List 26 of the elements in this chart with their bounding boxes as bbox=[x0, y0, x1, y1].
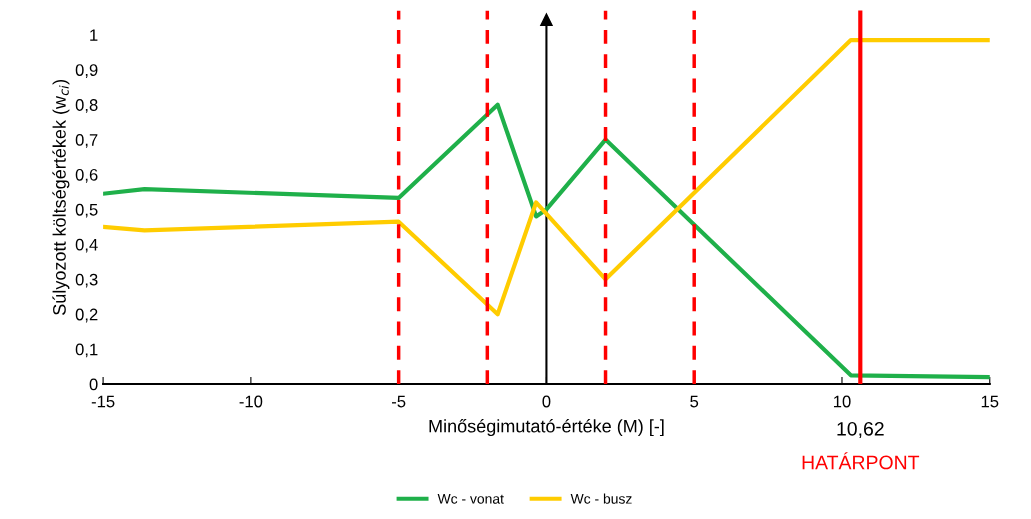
y-tick-label: 0 bbox=[89, 378, 98, 391]
y-tick-label: 0,5 bbox=[75, 203, 98, 218]
y-tick-label: 0,8 bbox=[75, 99, 98, 113]
y-axis-title: Súlyozott költségértékek (w$_{ci}$) bbox=[52, 79, 70, 315]
x-tick-label: 0 bbox=[542, 395, 551, 408]
y-tick-label: 0,2 bbox=[75, 308, 98, 323]
x-axis-title: Minőségimutató-értéke (M) [-] bbox=[429, 419, 664, 437]
text: 10,62 bbox=[837, 421, 884, 439]
y-tick-label: 0,9 bbox=[75, 64, 98, 78]
y-tick-label: 0,4 bbox=[75, 238, 98, 253]
legend-label: Wc - vonat bbox=[437, 494, 504, 504]
x-tick-label: 15 bbox=[981, 395, 999, 408]
x-tick-label: 10 bbox=[833, 395, 851, 408]
y-tick-label: 1 bbox=[90, 29, 98, 41]
x-tick-label: -15 bbox=[91, 395, 115, 408]
line-series bbox=[103, 37, 990, 317]
ref-line-label: HATÁRPONT bbox=[802, 452, 920, 470]
y-tick-label: 0,6 bbox=[75, 168, 98, 183]
y-tick-label: 0,7 bbox=[75, 134, 98, 148]
y-tick-label: 0,3 bbox=[75, 273, 98, 288]
x-tick-label: -5 bbox=[391, 395, 406, 408]
x-tick-label: 5 bbox=[690, 395, 699, 408]
line-series bbox=[103, 102, 990, 380]
legend-label: Wc - busz bbox=[570, 493, 632, 504]
x-tick-label: -10 bbox=[239, 395, 263, 408]
y-tick-label: 0,1 bbox=[75, 343, 98, 358]
